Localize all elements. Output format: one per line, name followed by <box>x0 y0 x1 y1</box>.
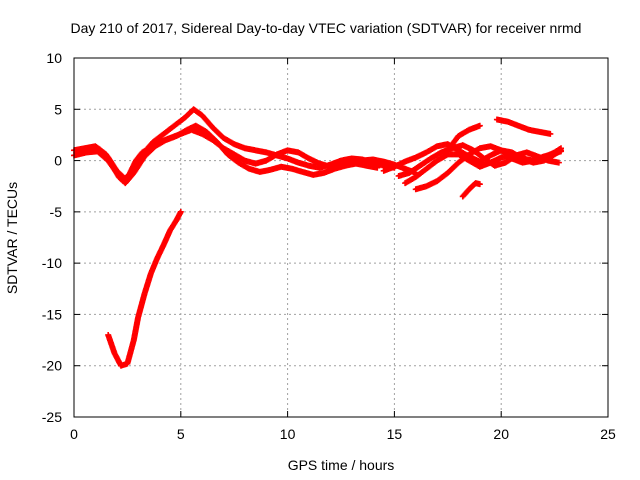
data-point <box>555 159 562 166</box>
data-points <box>71 106 565 369</box>
data-point <box>558 148 565 155</box>
chart-title: Day 210 of 2017, Sidereal Day-to-day VTE… <box>71 20 582 36</box>
y-tick-label: 5 <box>54 101 62 117</box>
x-tick-label: 20 <box>493 426 509 442</box>
series-track-4 <box>105 208 184 369</box>
series-track-3 <box>71 122 381 187</box>
plot-frame <box>73 57 609 418</box>
data-point <box>476 122 483 129</box>
series-track-2 <box>77 106 398 183</box>
series-track-11 <box>459 180 483 200</box>
series-track-9 <box>444 122 483 154</box>
x-tick-label: 10 <box>280 426 296 442</box>
y-tick-label: -5 <box>50 204 63 220</box>
tick-labels: 0 5 10 15 20 25 -25 -20 -15 -10 -5 0 5 10 <box>42 50 616 442</box>
data-point <box>177 208 184 215</box>
data-point <box>374 164 381 171</box>
y-tick-label: 0 <box>54 153 62 169</box>
x-tick-label: 25 <box>600 426 616 442</box>
y-tick-label: -25 <box>42 409 62 425</box>
x-tick-label: 0 <box>70 426 78 442</box>
y-tick-label: -15 <box>42 306 62 322</box>
y-tick-label: -10 <box>42 255 62 271</box>
series-track-10 <box>493 116 554 137</box>
series-track-8 <box>412 143 565 193</box>
grid-lines <box>73 57 609 418</box>
y-tick-label: 10 <box>46 50 62 66</box>
x-tick-label: 5 <box>177 426 185 442</box>
data-point <box>476 181 483 188</box>
y-axis-label: SDTVAR / TECUs <box>4 182 20 294</box>
x-axis-label: GPS time / hours <box>288 457 395 473</box>
x-tick-label: 15 <box>387 426 403 442</box>
y-tick-label: -20 <box>42 358 62 374</box>
data-point <box>547 130 554 137</box>
